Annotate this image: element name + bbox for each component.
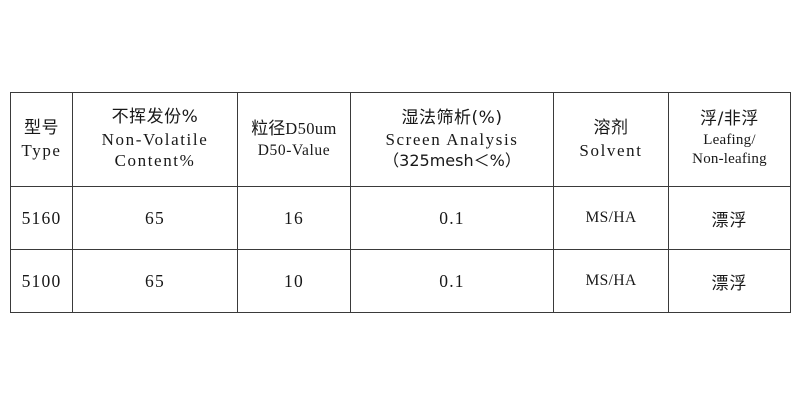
table-body: 5160 65 16 0.1 MS/HA 漂浮 5100 65 10 0.1 M… [10,186,791,313]
column-header-non-volatile-en-line1: Non-Volatile [101,129,209,149]
column-header-type: 型号 Type [10,92,73,187]
column-header-non-volatile: 不挥发份% Non-Volatile Content% [72,92,238,187]
column-header-screen-analysis-cn: 湿法筛析(%) [401,107,503,128]
column-header-d50-cn-latin: D50um [285,119,337,139]
column-header-d50-cn: 粒径D50um [251,118,337,141]
table-row: 5100 65 10 0.1 MS/HA 漂浮 [10,249,791,313]
column-header-solvent-cn: 溶剂 [593,117,629,138]
cell-screen-analysis: 0.1 [350,186,554,250]
table-header: 型号 Type 不挥发份% Non-Volatile Content% [10,92,791,187]
cell-leafing: 漂浮 [668,249,791,313]
cell-type: 5160 [10,186,73,250]
table-row: 5160 65 16 0.1 MS/HA 漂浮 [10,186,791,250]
cell-screen-analysis: 0.1 [350,249,554,313]
cell-solvent: MS/HA [553,249,669,313]
column-header-screen-analysis-note: （325mesh＜%） [383,151,521,171]
column-header-leafing-en-line2: Non-leafing [692,151,767,168]
product-specification-table: 型号 Type 不挥发份% Non-Volatile Content% [10,92,791,313]
column-header-non-volatile-cn: 不挥发份% [111,106,199,127]
column-header-d50-en: D50-Value [257,141,331,159]
cell-type: 5100 [10,249,73,313]
cell-d50: 16 [237,186,351,250]
column-header-type-cn: 型号 [24,117,59,138]
column-header-d50: 粒径D50um D50-Value [237,92,351,187]
column-header-leafing: 浮/非浮 Leafing/ Non-leafing [668,92,791,187]
header-row: 型号 Type 不挥发份% Non-Volatile Content% [10,92,791,187]
cell-d50: 10 [237,249,351,313]
column-header-screen-analysis: 湿法筛析(%) Screen Analysis （325mesh＜%） [350,92,554,187]
column-header-screen-analysis-en: Screen Analysis [385,130,519,150]
column-header-leafing-en-line1: Leafing/ [703,132,756,149]
cell-solvent: MS/HA [553,186,669,250]
cell-non-volatile: 65 [72,186,238,250]
cell-leafing: 漂浮 [668,186,791,250]
column-header-type-en: Type [21,140,62,160]
column-header-d50-cn-text: 粒径 [251,119,286,140]
column-header-non-volatile-en-line2: Content% [114,151,196,171]
column-header-solvent: 溶剂 Solvent [553,92,669,187]
column-header-solvent-en: Solvent [579,140,643,160]
cell-non-volatile: 65 [72,249,238,313]
spec-table-container: 型号 Type 不挥发份% Non-Volatile Content% [10,92,791,313]
column-header-leafing-cn: 浮/非浮 [700,109,759,130]
